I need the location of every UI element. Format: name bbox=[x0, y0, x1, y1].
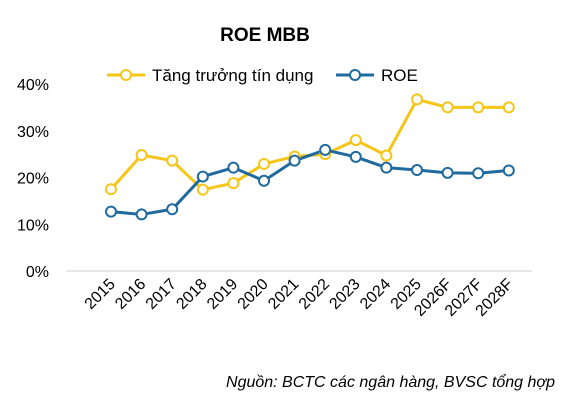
x-tick-label: 2023 bbox=[326, 276, 363, 313]
x-tick-label: 2024 bbox=[357, 276, 394, 313]
data-point bbox=[380, 149, 393, 162]
data-point bbox=[258, 174, 270, 187]
y-axis: 0% 10% 20% 30% 40% bbox=[17, 77, 49, 281]
data-point bbox=[288, 154, 301, 167]
plot-area bbox=[105, 93, 515, 221]
data-point bbox=[319, 143, 332, 156]
x-axis: 2015201620172018201920202021202220232024… bbox=[82, 276, 517, 320]
y-tick-label: 0% bbox=[26, 264, 49, 281]
data-point bbox=[349, 134, 362, 147]
data-point bbox=[166, 154, 179, 167]
data-point bbox=[105, 205, 117, 218]
x-tick-label: 2017 bbox=[143, 276, 180, 313]
x-tick-label: 2020 bbox=[235, 276, 272, 313]
data-point bbox=[258, 157, 270, 170]
data-point bbox=[441, 101, 454, 114]
data-point bbox=[502, 164, 515, 177]
source-note: Nguồn: BCTC các ngân hàng, BVSC tổng hợp bbox=[226, 374, 555, 391]
data-point bbox=[135, 208, 148, 221]
chart-title: ROE MBB bbox=[220, 25, 310, 46]
legend-label: Tăng trưởng tín dụng bbox=[152, 66, 313, 85]
data-point bbox=[411, 164, 423, 177]
x-tick-label: 2015 bbox=[82, 276, 119, 313]
data-point bbox=[135, 149, 148, 162]
legend-swatch-marker bbox=[120, 69, 132, 81]
data-point bbox=[472, 167, 485, 180]
y-tick-label: 30% bbox=[17, 124, 49, 141]
data-point bbox=[472, 101, 485, 114]
data-point bbox=[349, 150, 362, 163]
data-point bbox=[196, 183, 209, 196]
data-point bbox=[227, 161, 240, 174]
x-tick-label: 2018 bbox=[173, 276, 210, 313]
data-point bbox=[196, 170, 209, 183]
x-tick-label: 2021 bbox=[265, 276, 302, 313]
data-point bbox=[411, 93, 423, 106]
data-point bbox=[105, 183, 117, 196]
x-tick-label: 2016 bbox=[112, 276, 149, 313]
legend-swatch-marker bbox=[349, 69, 361, 81]
data-point bbox=[441, 166, 454, 179]
y-tick-label: 40% bbox=[17, 77, 49, 94]
x-tick-label: 2022 bbox=[296, 276, 333, 313]
legend: Tăng trưởng tín dụng ROE bbox=[107, 66, 418, 85]
data-point bbox=[227, 177, 240, 190]
y-tick-label: 10% bbox=[17, 217, 49, 234]
data-point bbox=[502, 101, 515, 114]
y-tick-label: 20% bbox=[17, 171, 49, 188]
x-tick-label: 2019 bbox=[204, 276, 241, 313]
data-point bbox=[166, 203, 179, 216]
data-point bbox=[380, 161, 393, 174]
legend-label: ROE bbox=[381, 66, 418, 85]
